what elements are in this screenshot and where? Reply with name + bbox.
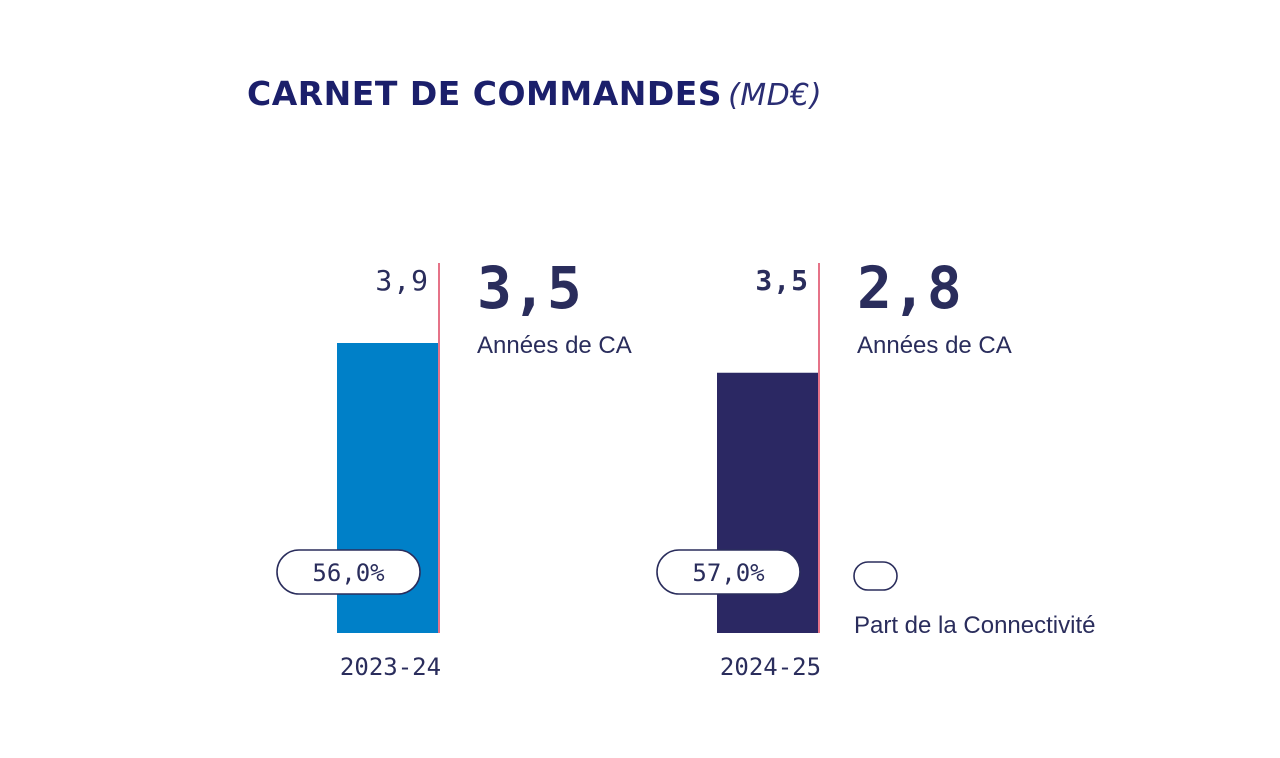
annual-caption-2023-24: Années de CA — [477, 332, 632, 359]
legend-swatch — [853, 561, 898, 591]
value-label-2023-24: 3,9 — [375, 264, 429, 297]
share-pill-2023-24 — [276, 549, 421, 595]
value-label-2024-25: 3,5 — [755, 264, 809, 297]
chart-title-unit: (MD€) — [728, 78, 823, 113]
share-pill-2024-25 — [656, 549, 801, 595]
share-label-2024-25: 57,0% — [692, 559, 765, 587]
annual-value-2023-24: 3,5 — [477, 254, 582, 322]
annual-value-2024-25: 2,8 — [857, 254, 962, 322]
category-label-2024-25: 2024-25 — [720, 653, 821, 681]
share-label-2023-24: 56,0% — [312, 559, 385, 587]
chart-title-text: CARNET DE COMMANDES — [247, 74, 723, 113]
annual-caption-2024-25: Années de CA — [857, 332, 1012, 359]
category-label-2023-24: 2023-24 — [340, 653, 441, 681]
chart-title: CARNET DE COMMANDES (MD€) — [247, 74, 822, 113]
legend-label: Part de la Connectivité — [854, 612, 1095, 639]
